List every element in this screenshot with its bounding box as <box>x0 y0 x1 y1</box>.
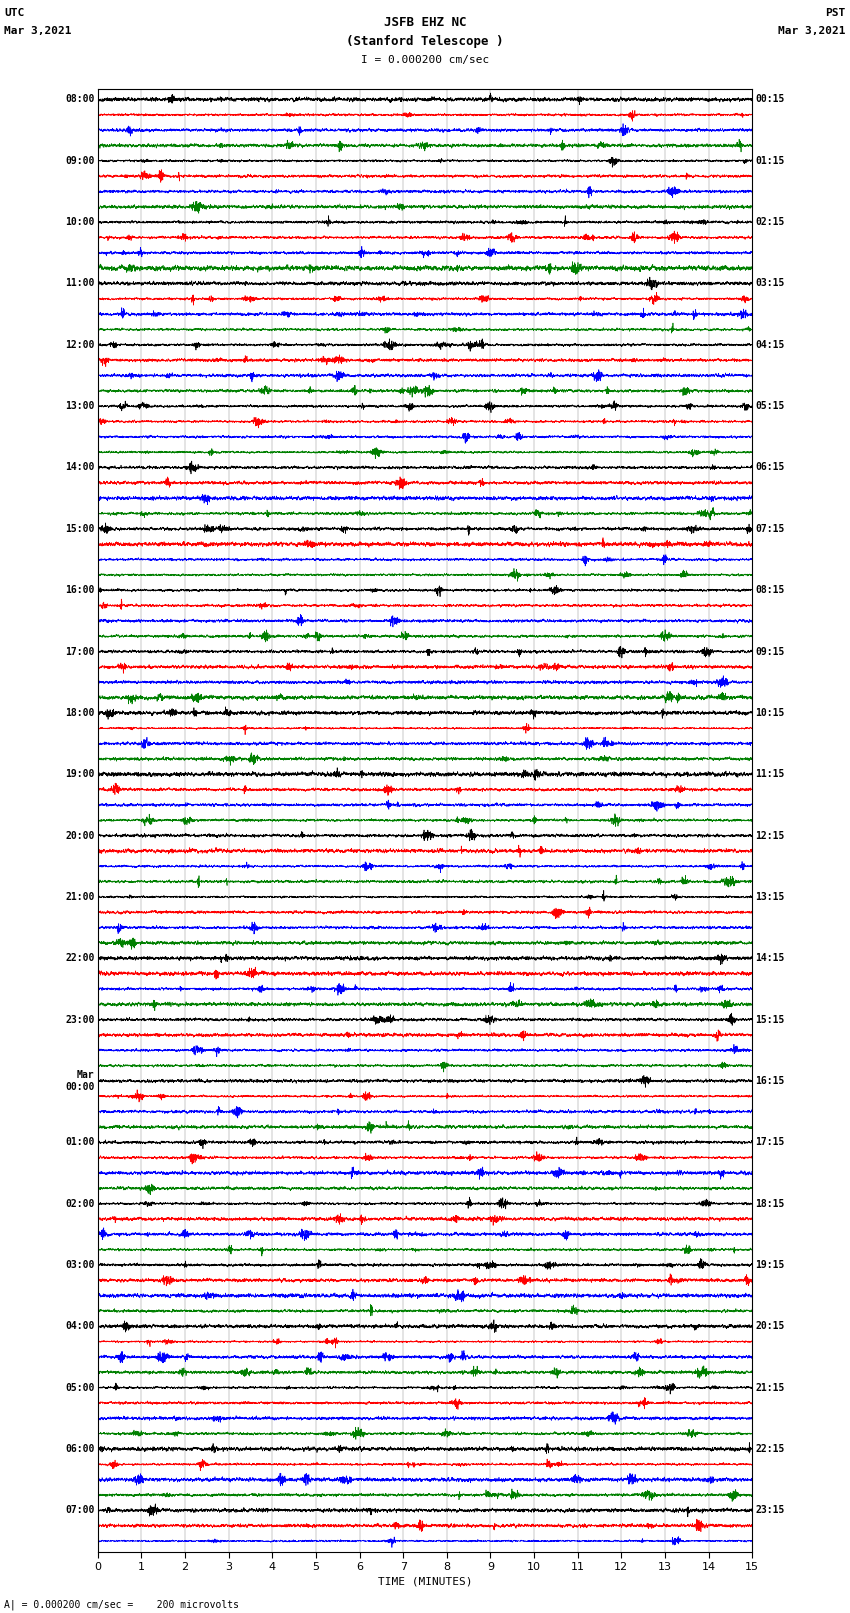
Text: 07:15: 07:15 <box>756 524 785 534</box>
Text: 19:00: 19:00 <box>65 769 94 779</box>
Text: PST: PST <box>825 8 846 18</box>
Text: 18:15: 18:15 <box>756 1198 785 1208</box>
Text: 09:00: 09:00 <box>65 156 94 166</box>
Text: 16:00: 16:00 <box>65 586 94 595</box>
Text: Mar 3,2021: Mar 3,2021 <box>779 26 846 35</box>
Text: 02:00: 02:00 <box>65 1198 94 1208</box>
Text: JSFB EHZ NC: JSFB EHZ NC <box>383 16 467 29</box>
Text: 14:00: 14:00 <box>65 463 94 473</box>
Text: 08:00: 08:00 <box>65 95 94 105</box>
Text: 21:00: 21:00 <box>65 892 94 902</box>
Text: 20:15: 20:15 <box>756 1321 785 1331</box>
Text: 04:00: 04:00 <box>65 1321 94 1331</box>
Text: 03:00: 03:00 <box>65 1260 94 1269</box>
Text: 18:00: 18:00 <box>65 708 94 718</box>
Text: 11:00: 11:00 <box>65 279 94 289</box>
Text: 05:00: 05:00 <box>65 1382 94 1392</box>
Text: (Stanford Telescope ): (Stanford Telescope ) <box>346 35 504 48</box>
Text: 15:00: 15:00 <box>65 524 94 534</box>
Text: 19:15: 19:15 <box>756 1260 785 1269</box>
Text: 13:15: 13:15 <box>756 892 785 902</box>
Text: 13:00: 13:00 <box>65 402 94 411</box>
Text: 14:15: 14:15 <box>756 953 785 963</box>
Text: 08:15: 08:15 <box>756 586 785 595</box>
Text: 11:15: 11:15 <box>756 769 785 779</box>
Text: 01:15: 01:15 <box>756 156 785 166</box>
X-axis label: TIME (MINUTES): TIME (MINUTES) <box>377 1576 473 1586</box>
Text: 03:15: 03:15 <box>756 279 785 289</box>
Text: 17:15: 17:15 <box>756 1137 785 1147</box>
Text: A| = 0.000200 cm/sec =    200 microvolts: A| = 0.000200 cm/sec = 200 microvolts <box>4 1598 239 1610</box>
Text: 16:15: 16:15 <box>756 1076 785 1086</box>
Text: Mar 3,2021: Mar 3,2021 <box>4 26 71 35</box>
Text: 12:15: 12:15 <box>756 831 785 840</box>
Text: 15:15: 15:15 <box>756 1015 785 1024</box>
Text: 06:15: 06:15 <box>756 463 785 473</box>
Text: 23:00: 23:00 <box>65 1015 94 1024</box>
Text: 00:15: 00:15 <box>756 95 785 105</box>
Text: 05:15: 05:15 <box>756 402 785 411</box>
Text: Mar
00:00: Mar 00:00 <box>65 1069 94 1092</box>
Text: 02:15: 02:15 <box>756 218 785 227</box>
Text: 07:00: 07:00 <box>65 1505 94 1515</box>
Text: 04:15: 04:15 <box>756 340 785 350</box>
Text: 06:00: 06:00 <box>65 1444 94 1453</box>
Text: 01:00: 01:00 <box>65 1137 94 1147</box>
Text: I = 0.000200 cm/sec: I = 0.000200 cm/sec <box>361 55 489 65</box>
Text: 09:15: 09:15 <box>756 647 785 656</box>
Text: 12:00: 12:00 <box>65 340 94 350</box>
Text: 10:00: 10:00 <box>65 218 94 227</box>
Text: 22:15: 22:15 <box>756 1444 785 1453</box>
Text: 10:15: 10:15 <box>756 708 785 718</box>
Text: 20:00: 20:00 <box>65 831 94 840</box>
Text: 22:00: 22:00 <box>65 953 94 963</box>
Text: 17:00: 17:00 <box>65 647 94 656</box>
Text: UTC: UTC <box>4 8 25 18</box>
Text: 23:15: 23:15 <box>756 1505 785 1515</box>
Text: 21:15: 21:15 <box>756 1382 785 1392</box>
